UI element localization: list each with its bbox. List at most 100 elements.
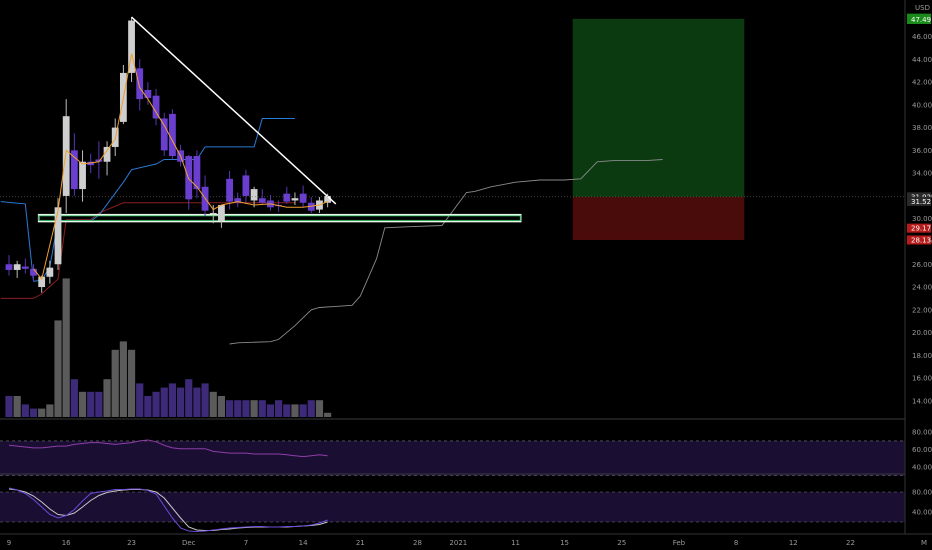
time-tick-label: 21 <box>356 539 365 547</box>
volume-bar <box>5 396 13 417</box>
volume-bar <box>46 404 54 417</box>
candle-body <box>169 113 176 157</box>
volume-bar <box>209 391 217 417</box>
candle-body <box>95 159 103 162</box>
stoch-tick-label: 80.00 <box>912 489 932 497</box>
price-tick-label: 16.00 <box>912 375 932 383</box>
candle-body <box>87 161 95 166</box>
volume-bar <box>87 391 95 417</box>
currency-label: USD <box>915 4 930 12</box>
profit-zone <box>572 18 745 197</box>
price-tick-label: 34.00 <box>912 170 932 178</box>
volume-bar <box>152 391 160 417</box>
loss-zone <box>572 196 745 240</box>
volume-bar <box>193 387 201 417</box>
stoch-k-line <box>8 487 328 533</box>
volume-bar <box>111 349 119 417</box>
volume-bar <box>201 383 209 417</box>
rsi-pane: 80.00 60.00 40.00 <box>0 429 932 477</box>
price-tag-label: 31.52 <box>911 198 931 206</box>
cloud-line <box>229 159 663 345</box>
candle-body <box>13 264 21 270</box>
candle-body <box>62 116 70 196</box>
candle-body <box>193 156 201 190</box>
volume-bar <box>38 408 46 417</box>
resistance-trendline <box>131 16 337 205</box>
candle-body <box>152 95 160 119</box>
candle-body <box>324 195 332 203</box>
price-tick-label: 44.00 <box>912 56 932 64</box>
volume-bar <box>283 404 291 417</box>
price-tick-label: 22.00 <box>912 306 932 314</box>
candle-body <box>136 68 144 100</box>
price-tick-label: 40.00 <box>912 101 932 109</box>
time-tick-label: 12 <box>789 539 798 547</box>
base-line <box>0 202 295 299</box>
candle-body <box>291 198 299 201</box>
price-tick-label: 18.00 <box>912 352 932 360</box>
candle-body <box>79 161 86 190</box>
rsi-tick-label: 80.00 <box>912 429 932 437</box>
time-tick-label: 7 <box>244 539 248 547</box>
volume-bar <box>275 400 283 417</box>
price-ma-line <box>33 53 328 281</box>
time-tick-label: 15 <box>560 539 569 547</box>
price-tick-label: 30.00 <box>912 215 932 223</box>
volume-bar <box>127 349 136 417</box>
candle-body <box>144 90 152 98</box>
volume-bar <box>225 400 234 417</box>
volume-bar <box>242 400 250 417</box>
trendline <box>131 16 337 205</box>
volume-bar <box>250 400 258 417</box>
time-tick-label: Dec <box>182 539 196 547</box>
candle-body <box>160 118 168 151</box>
candle-body <box>218 205 225 221</box>
volume-bar <box>217 396 226 417</box>
time-tick-label: 28 <box>413 539 422 547</box>
volume-bar <box>266 404 275 417</box>
time-tick-label: Feb <box>673 539 686 547</box>
volume-bar <box>29 408 38 417</box>
rsi-tick-label: 40.00 <box>912 464 932 472</box>
candle-body <box>258 198 266 203</box>
stoch-tick-label: 40.00 <box>912 509 932 517</box>
candle-body <box>299 193 307 203</box>
support-zone-inner <box>38 215 522 221</box>
price-tag-bg <box>907 223 931 233</box>
position-box <box>572 18 745 240</box>
stoch-pane: 80.00 40.00 <box>0 487 932 533</box>
price-tick-label: 42.00 <box>912 79 932 87</box>
price-tick-label: 46.00 <box>912 33 932 41</box>
volume-bar <box>315 400 324 417</box>
candle-body <box>70 150 78 190</box>
rsi-line <box>8 439 328 458</box>
time-tick-label: 9 <box>7 539 11 547</box>
price-tick-label: 14.00 <box>912 397 932 405</box>
volume-bars <box>5 278 332 417</box>
volume-bar <box>168 383 176 417</box>
volume-bar <box>62 278 70 417</box>
volume-bar <box>144 396 152 417</box>
candle-body <box>38 276 46 288</box>
price-tick-label: 38.00 <box>912 124 932 132</box>
volume-bar <box>160 387 168 417</box>
time-tick-label: 8 <box>734 539 738 547</box>
candle-body <box>46 267 54 277</box>
candle-body <box>128 20 135 73</box>
candle-body <box>307 202 315 211</box>
rsi-tick-label: 60.00 <box>912 446 932 454</box>
candle-body <box>234 198 242 203</box>
volume-bar <box>176 387 185 417</box>
price-tag-label: 29.17 <box>911 225 931 233</box>
volume-bar <box>234 400 242 417</box>
price-tag-bg <box>907 15 931 25</box>
stoch-band <box>0 492 905 522</box>
candlesticks <box>5 17 332 293</box>
time-tick-label: 11 <box>511 539 520 547</box>
candle-body <box>250 189 258 201</box>
time-tick-label: 2021 <box>449 539 467 547</box>
candle-body <box>54 207 62 265</box>
candle-body <box>103 146 111 162</box>
